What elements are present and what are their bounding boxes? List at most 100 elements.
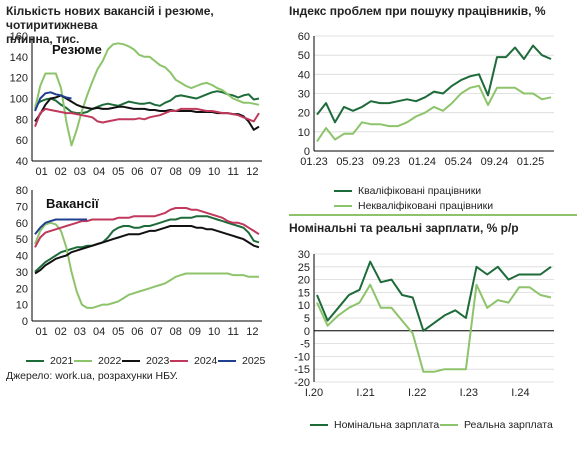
chart-0-x-tick-6: 07: [150, 166, 162, 178]
chart-0-y-tick-4: 120: [10, 73, 28, 85]
chart-1-x-tick-10: 11: [228, 326, 239, 338]
legend-swatch-skilled: [334, 190, 352, 192]
chart-0-x-tick-0: 01: [35, 166, 47, 178]
legend-label-2024: 2024: [194, 355, 218, 367]
chart-2-series-некваліфіковані-працівники: [316, 84, 552, 142]
legend-swatch-2024: [170, 360, 188, 362]
chart-0-x-tick-5: 06: [131, 166, 143, 178]
legend-swatch-2023: [122, 360, 140, 362]
chart-2-x-tick-2: 09.23: [372, 156, 400, 168]
chart-1-y-tick-3: 30: [16, 267, 28, 279]
chart-3-y-tick-2: -10: [294, 351, 310, 363]
chart-0-x-tick-2: 03: [74, 166, 86, 178]
chart-3-y-tick-3: -5: [300, 339, 310, 351]
chart-3-y-tick-7: 15: [298, 287, 310, 299]
chart-0-x-tick-3: 04: [93, 166, 105, 178]
legend-item-2025: 2025: [218, 355, 265, 367]
left-chart-title: Кількість нових вакансій і резюме, чотир…: [6, 4, 276, 46]
chart-1-series-2025: [34, 218, 88, 235]
chart-0-y-tick-6: 160: [10, 31, 28, 43]
chart-0-x-tick-4: 05: [112, 166, 124, 178]
chart-3-y-tick-5: 5: [304, 313, 310, 325]
chart-2-y-tick-3: 30: [298, 89, 310, 101]
chart-1-y-tick-4: 40: [16, 251, 28, 263]
chart-1-x-tick-11: 12: [246, 326, 258, 338]
legend-label-2025: 2025: [242, 355, 266, 367]
chart-2-y-tick-5: 50: [298, 50, 310, 62]
chart-3-y-tick-1: -15: [294, 364, 310, 376]
chart-3-x-tick-4: I.24: [511, 387, 529, 399]
chart-1-x-tick-5: 06: [131, 326, 143, 338]
chart-0-y-tick-3: 100: [10, 94, 28, 106]
chart-2-x-tick-6: 01.25: [517, 156, 545, 168]
chart-1-x-tick-9: 10: [208, 326, 220, 338]
chart-1-series-2024: [34, 207, 260, 248]
legend-item-2024: 2024: [170, 355, 217, 367]
legend-swatch-nominal: [310, 424, 328, 426]
chart-1-x-tick-4: 05: [112, 326, 124, 338]
chart-0-y-tick-1: 60: [16, 135, 28, 147]
chart-3-y-tick-8: 20: [298, 275, 310, 287]
chart-1-x-tick-7: 08: [170, 326, 182, 338]
legend-label-2022: 2022: [98, 355, 122, 367]
section-divider: [289, 214, 577, 216]
right-top-chart-title: Індекс проблем при пошуку працівників, %: [289, 4, 546, 18]
chart-2-x-tick-0: 01.23: [300, 156, 328, 168]
chart-2-y-tick-0: 0: [304, 146, 310, 158]
legend-item-nominal: Номінальна зарплата: [310, 419, 439, 431]
chart-0-series-2025: [34, 91, 72, 112]
chart-3-y-tick-0: -20: [294, 377, 310, 389]
chart-3-y-tick-6: 10: [298, 300, 310, 312]
chart-1-y-tick-1: 10: [16, 300, 28, 312]
legend-label-2021: 2021: [50, 355, 74, 367]
chart-1-y-tick-0: 0: [22, 316, 28, 328]
legend-label-skilled: Кваліфіковані працівники: [358, 185, 482, 197]
chart-2-y-tick-6: 60: [298, 31, 310, 43]
legend-swatch-2021: [26, 360, 44, 362]
chart-0-y-tick-5: 140: [10, 52, 28, 64]
legend-label-unskilled: Некваліфіковані працівники: [358, 200, 494, 212]
chart-0-inner-label: Резюме: [52, 42, 102, 57]
chart-2-x-tick-4: 05.24: [445, 156, 473, 168]
legend-item-2021: 2021: [26, 355, 73, 367]
chart-2-y-tick-2: 20: [298, 108, 310, 120]
legend-item-2022: 2022: [74, 355, 121, 367]
chart-0-x-tick-9: 10: [208, 166, 220, 178]
chart-1-y-tick-2: 20: [16, 283, 28, 295]
chart-3-y-tick-4: 0: [304, 326, 310, 338]
legend-label-real: Реальна зарплата: [464, 419, 553, 431]
chart-1-y-tick-7: 70: [16, 201, 28, 213]
chart-1-x-tick-8: 09: [189, 326, 201, 338]
chart-0-y-tick-0: 40: [16, 156, 28, 168]
chart-1-x-tick-1: 02: [55, 326, 67, 338]
legend-item-real: Реальна зарплата: [440, 419, 553, 431]
chart-0-series-2022: [34, 42, 260, 147]
chart-1-y-tick-8: 80: [16, 185, 28, 197]
chart-1-series-2023: [34, 225, 260, 275]
right-bottom-chart-title: Номінальні та реальні зарплати, % р/р: [289, 221, 519, 235]
chart-1-y-tick-5: 50: [16, 234, 28, 246]
chart-2-y-tick-1: 10: [298, 127, 310, 139]
chart-1-series-2022: [34, 221, 259, 309]
chart-0-series-2024: [34, 107, 260, 127]
legend-item-unskilled: Некваліфіковані працівники: [334, 200, 493, 212]
chart-3-x-tick-1: I.21: [356, 387, 374, 399]
legend-label-nominal: Номінальна зарплата: [334, 419, 440, 431]
chart-2-x-tick-3: 01.24: [409, 156, 437, 168]
chart-0-series-2021: [34, 90, 260, 115]
chart-2-series-кваліфіковані-працівники: [316, 44, 552, 124]
chart-1-series-2021: [34, 215, 260, 273]
chart-0-x-tick-8: 09: [189, 166, 201, 178]
chart-3-x-tick-0: I.20: [305, 387, 323, 399]
legend-item-2023: 2023: [122, 355, 169, 367]
chart-1-y-tick-6: 60: [16, 218, 28, 230]
chart-3-x-tick-3: I.23: [460, 387, 478, 399]
chart-2-y-tick-4: 40: [298, 69, 310, 81]
chart-1-x-tick-0: 01: [35, 326, 47, 338]
chart-0-x-tick-10: 11: [228, 166, 239, 178]
chart-3-series-номінальна-зарплата: [316, 260, 552, 332]
chart-1-inner-label: Вакансії: [46, 196, 99, 211]
left-chart-title-line-2: плинна, тис.: [6, 32, 80, 46]
legend-label-2023: 2023: [146, 355, 170, 367]
